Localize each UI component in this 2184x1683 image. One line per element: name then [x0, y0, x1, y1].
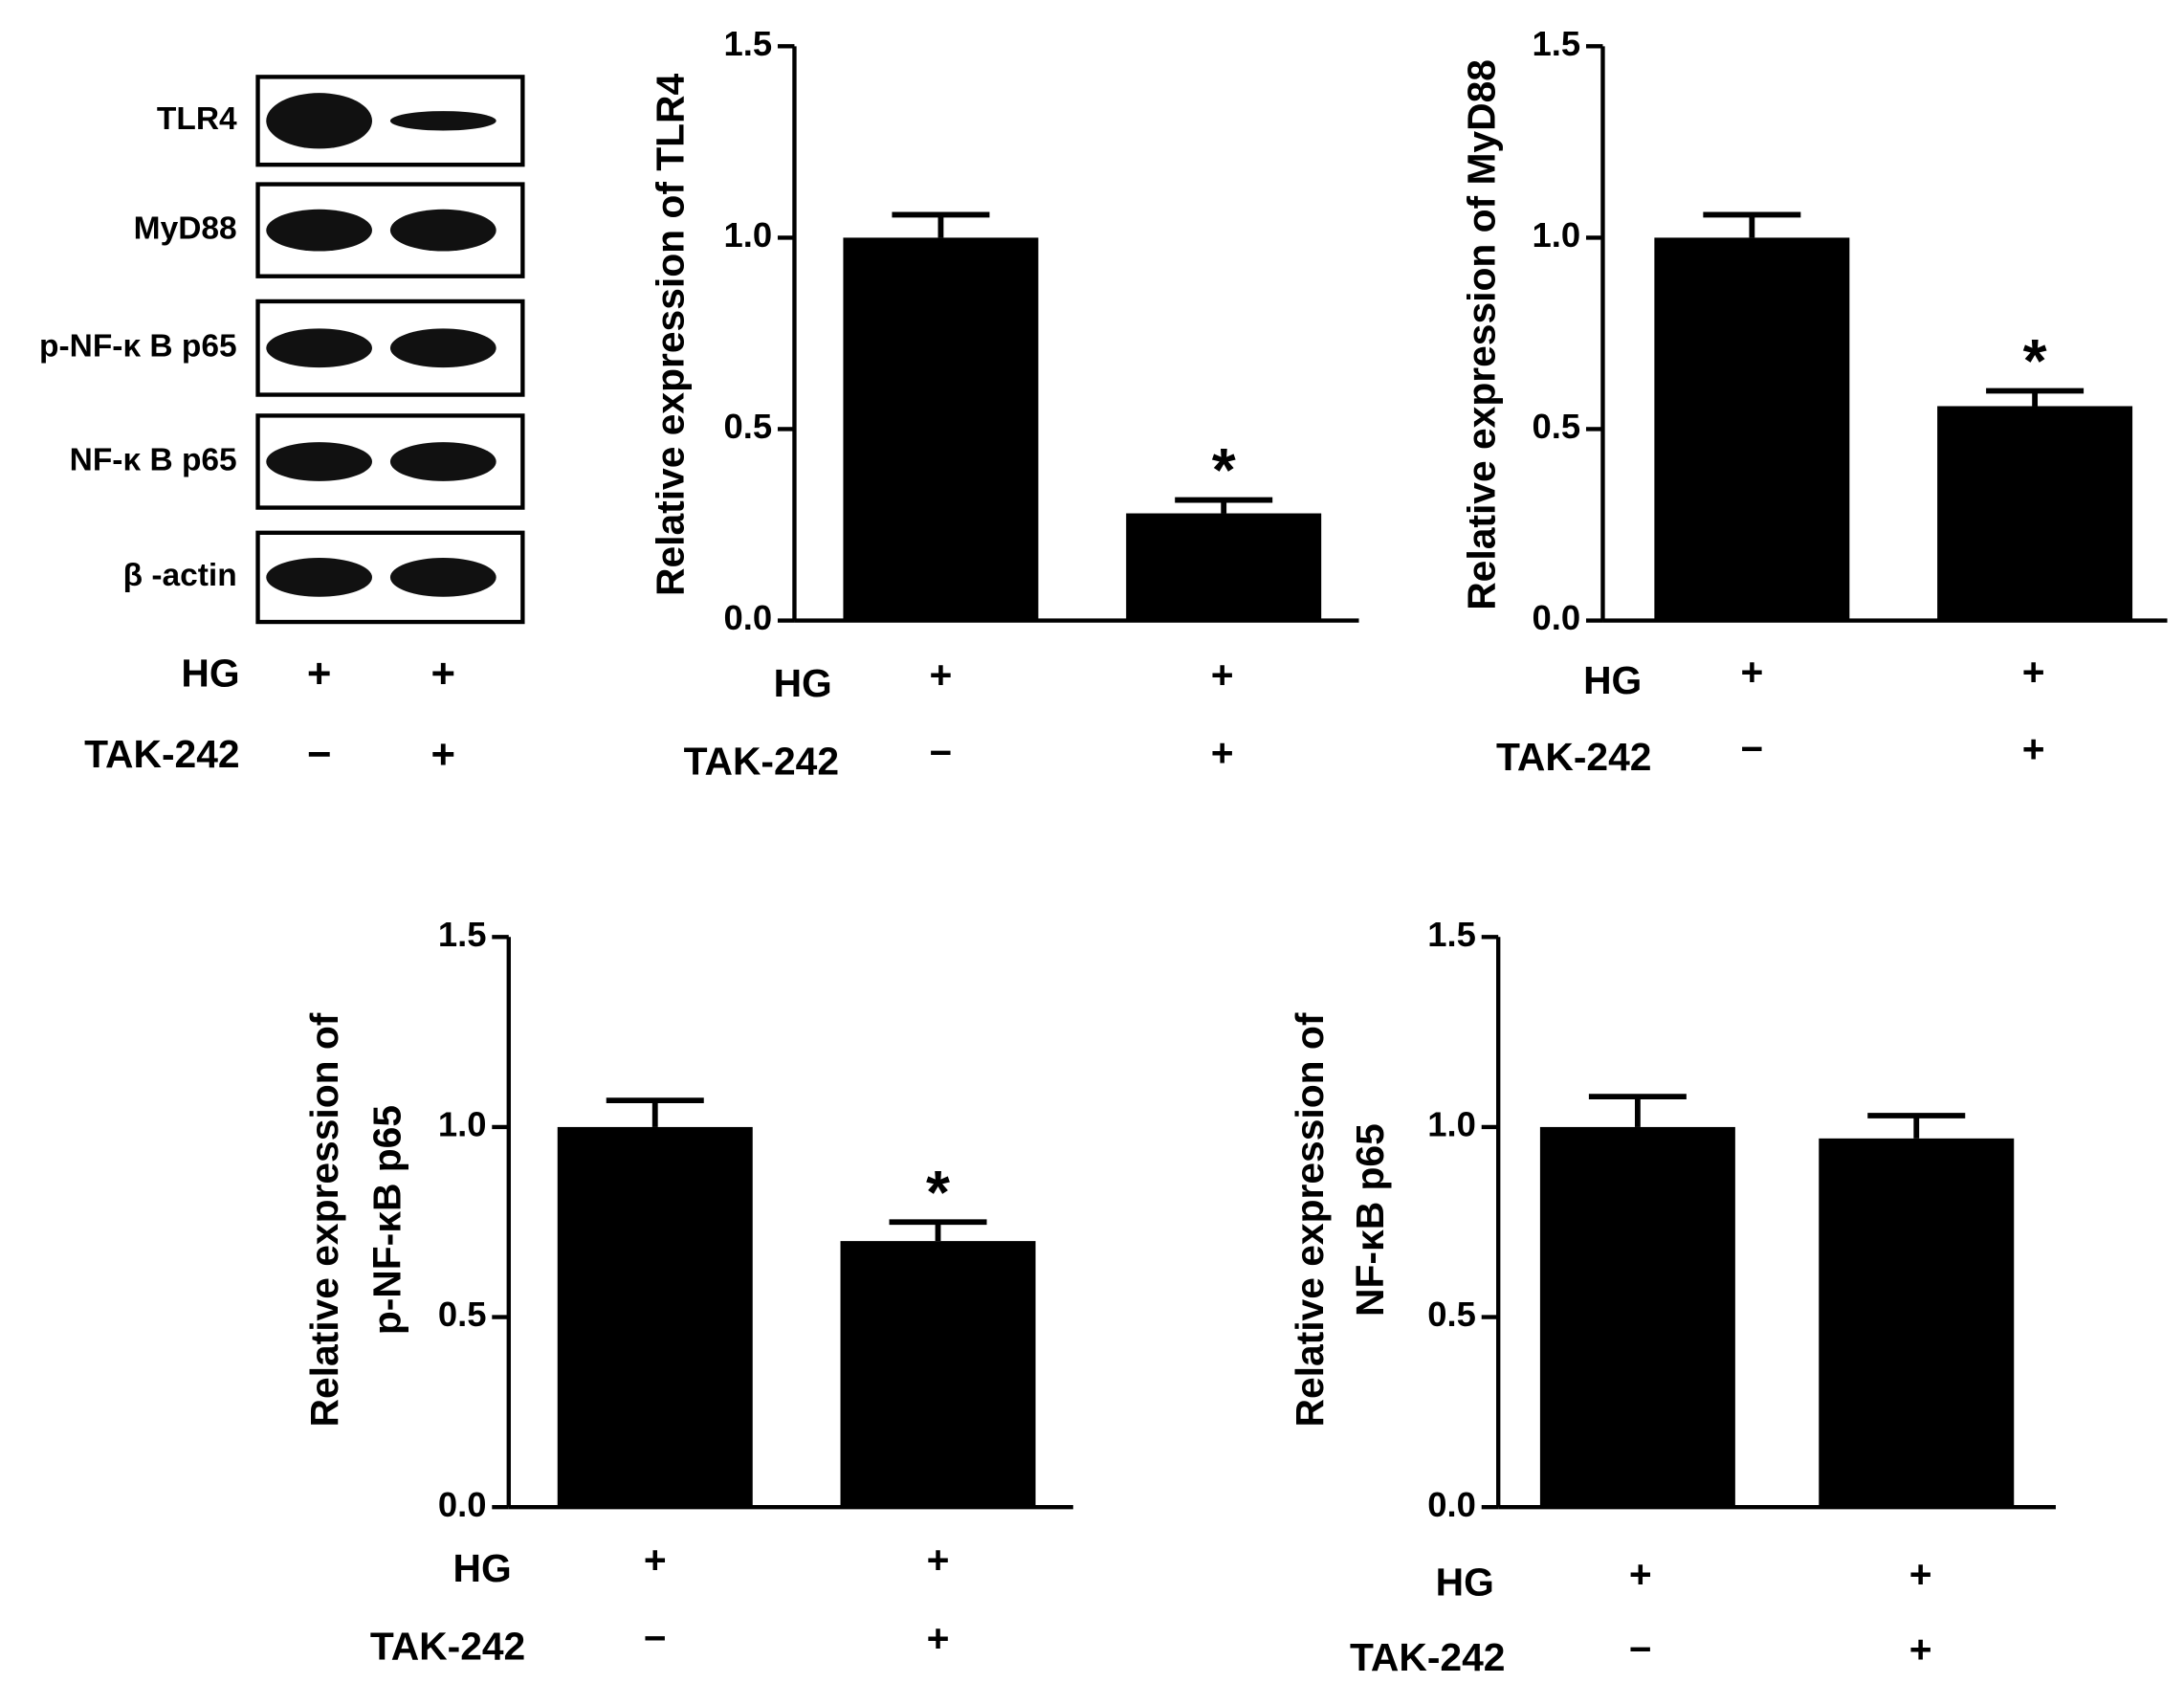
- condition-sign: +: [927, 1538, 950, 1582]
- condition-name: HG: [1583, 658, 1642, 702]
- y-tick-label: 1.5: [724, 24, 773, 63]
- bar: [840, 1241, 1036, 1508]
- y-tick-label: 0.5: [1533, 407, 1581, 446]
- bar: [557, 1126, 753, 1508]
- condition-sign: +: [930, 653, 953, 697]
- condition-sign: +: [1909, 1627, 1932, 1671]
- bar: [1819, 1138, 2015, 1508]
- condition-sign: +: [1211, 653, 1234, 697]
- blot-band: [389, 111, 496, 131]
- blot-band: [266, 209, 372, 252]
- y-axis-label: Relative expression of: [1288, 1012, 1332, 1427]
- y-axis-label: Relative expression of: [302, 1012, 346, 1427]
- condition-name: TAK-242: [370, 1625, 525, 1669]
- band-label: β -actin: [123, 558, 237, 593]
- bar: [1126, 513, 1322, 621]
- y-tick-label: 1.0: [724, 215, 773, 255]
- y-axis-label: p-NF-κB p65: [365, 1105, 409, 1335]
- y-tick-label: 1.0: [438, 1105, 487, 1144]
- blot-band: [266, 442, 372, 481]
- condition-sign: +: [1740, 650, 1763, 694]
- y-tick-label: 1.5: [1427, 915, 1476, 954]
- y-axis-label: NF-κB p65: [1348, 1123, 1392, 1317]
- y-tick-label: 0.5: [438, 1295, 487, 1334]
- condition-sign: −: [307, 731, 332, 778]
- blot-band: [266, 93, 372, 149]
- condition-name: TAK-242: [1496, 735, 1651, 779]
- condition-sign: +: [431, 731, 456, 778]
- y-tick-label: 0.5: [1427, 1295, 1476, 1334]
- condition-sign: +: [1629, 1552, 1652, 1596]
- condition-name: TAK-242: [1350, 1635, 1505, 1679]
- bar: [1654, 237, 1850, 621]
- bar: [1539, 1126, 1735, 1508]
- condition-name: HG: [181, 652, 239, 696]
- condition-sign: +: [1211, 731, 1234, 775]
- y-tick-label: 1.5: [438, 915, 487, 954]
- blot-band: [266, 328, 372, 368]
- blot-band: [266, 558, 372, 597]
- condition-sign: −: [1740, 726, 1763, 770]
- band-label: MyD88: [134, 210, 237, 246]
- condition-sign: +: [644, 1538, 667, 1582]
- significance-mark: *: [926, 1158, 950, 1227]
- condition-name: TAK-242: [84, 732, 239, 776]
- condition-name: HG: [1436, 1561, 1494, 1605]
- condition-sign: +: [1909, 1552, 1932, 1596]
- y-axis-label: Relative expression of TLR4: [648, 73, 692, 596]
- band-label: p-NF-κ B p65: [39, 329, 237, 365]
- y-tick-label: 1.0: [1427, 1105, 1476, 1144]
- band-label: TLR4: [157, 101, 237, 137]
- y-tick-label: 0.0: [438, 1485, 487, 1524]
- bar: [1937, 406, 2133, 621]
- bar: [843, 237, 1039, 621]
- condition-sign: −: [644, 1616, 667, 1660]
- condition-name: HG: [774, 661, 832, 705]
- y-tick-label: 1.5: [1533, 24, 1581, 63]
- blot-band: [389, 558, 496, 597]
- condition-name: TAK-242: [684, 739, 839, 783]
- y-tick-label: 1.0: [1533, 215, 1581, 255]
- condition-sign: +: [2022, 650, 2045, 694]
- y-tick-label: 0.5: [724, 407, 773, 446]
- blot-band: [389, 209, 496, 252]
- significance-mark: *: [1212, 435, 1236, 504]
- y-tick-label: 0.0: [724, 598, 773, 637]
- y-axis-label: Relative expression of MyD88: [1459, 59, 1503, 610]
- blot-band: [389, 442, 496, 481]
- condition-sign: −: [930, 731, 953, 775]
- band-label: NF-κ B p65: [70, 442, 237, 477]
- condition-sign: +: [307, 650, 332, 697]
- condition-sign: +: [431, 650, 456, 697]
- condition-sign: −: [1629, 1627, 1652, 1671]
- y-tick-label: 0.0: [1427, 1485, 1476, 1524]
- condition-sign: +: [927, 1616, 950, 1660]
- condition-sign: +: [2022, 726, 2045, 770]
- blot-band: [389, 328, 496, 368]
- y-tick-label: 0.0: [1533, 598, 1581, 637]
- condition-name: HG: [453, 1546, 512, 1590]
- significance-mark: *: [2023, 326, 2047, 395]
